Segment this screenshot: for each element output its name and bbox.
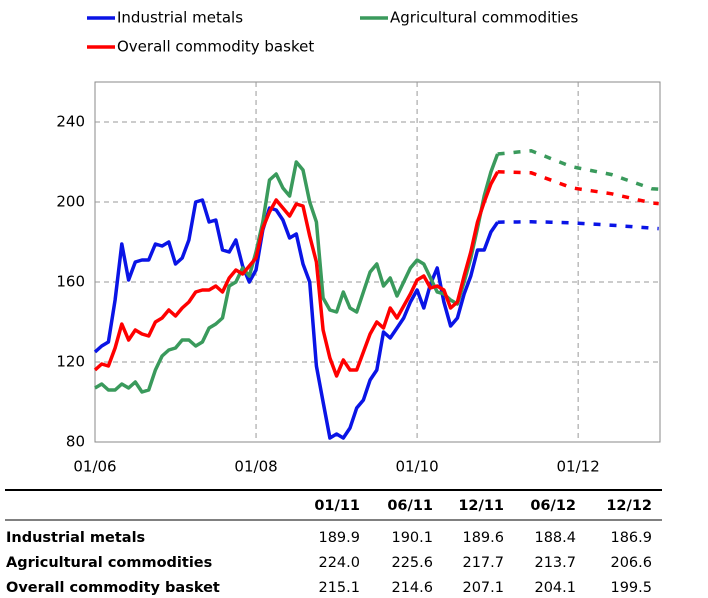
y-tick-label: 80: [66, 433, 85, 451]
series-line: [93, 170, 500, 378]
table-cell: 215.1: [318, 580, 360, 596]
series-line: [94, 153, 500, 394]
table-header: 01/11: [314, 498, 360, 514]
series-line: [93, 198, 500, 440]
table-cell: 186.9: [610, 530, 652, 546]
table-header: 12/11: [458, 498, 504, 514]
x-tick-label: 01/06: [73, 458, 116, 476]
table-header: 06/12: [530, 498, 576, 514]
table-header: 12/12: [606, 498, 652, 514]
forecast-line: [497, 220, 659, 231]
table-cell: 189.6: [462, 530, 504, 546]
y-tick-label: 160: [56, 273, 85, 291]
x-tick-label: 01/10: [395, 458, 438, 476]
table-cell: 207.1: [462, 580, 504, 596]
table-cell: 204.1: [534, 580, 576, 596]
forecast-line: [497, 149, 659, 191]
table-cell: 199.5: [610, 580, 652, 596]
x-tick-label: 01/08: [234, 458, 277, 476]
table-cell: 189.9: [318, 530, 360, 546]
table-cell: 206.6: [610, 555, 652, 571]
legend-label: Industrial metals: [117, 9, 243, 27]
legend-label: Overall commodity basket: [117, 38, 314, 56]
y-tick-label: 240: [56, 113, 85, 131]
legend-label: Agricultural commodities: [390, 9, 579, 27]
table-cell: 190.1: [391, 530, 433, 546]
y-tick-label: 200: [56, 193, 85, 211]
row-label: Agricultural commodities: [6, 555, 212, 571]
table-cell: 225.6: [391, 555, 433, 571]
x-tick-label: 01/12: [557, 458, 600, 476]
plot-frame: [94, 81, 661, 443]
table-cell: 214.6: [391, 580, 433, 596]
table-header: 06/11: [387, 498, 433, 514]
table-cell: 217.7: [462, 555, 504, 571]
forecast-line: [497, 170, 659, 206]
table-cell: 224.0: [318, 555, 360, 571]
table-cell: 188.4: [534, 530, 576, 546]
row-label: Overall commodity basket: [6, 580, 220, 596]
y-tick-label: 120: [56, 353, 85, 371]
table-cell: 213.7: [534, 555, 576, 571]
row-label: Industrial metals: [6, 530, 145, 546]
